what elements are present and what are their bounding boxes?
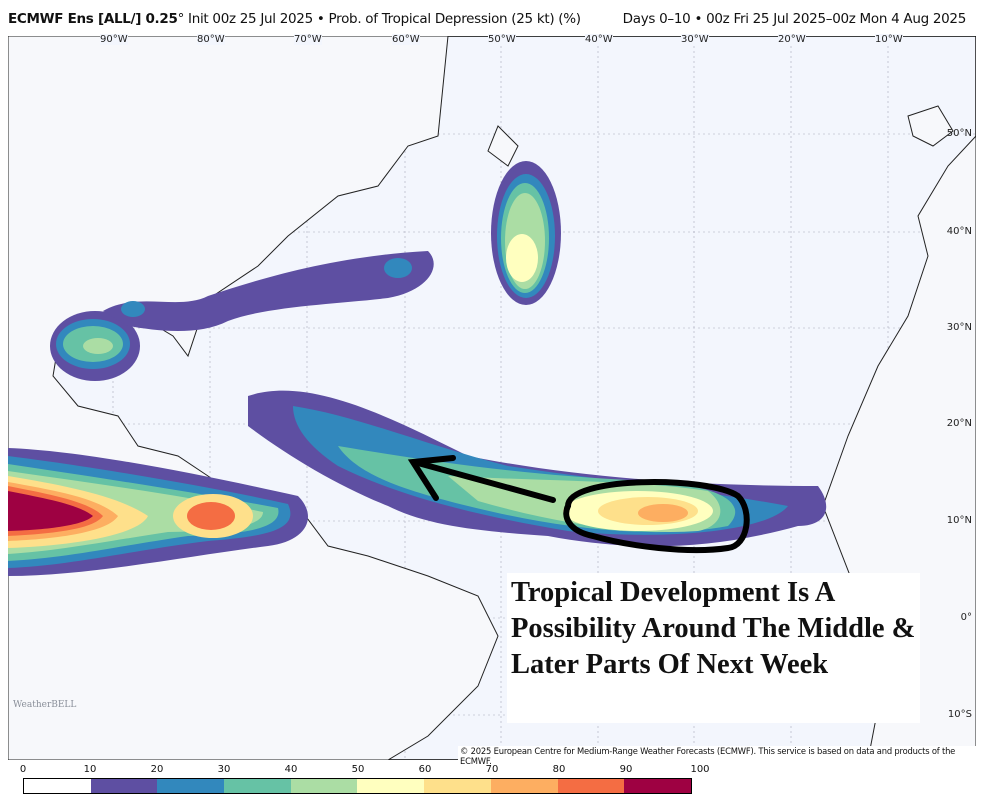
copyright: © 2025 European Centre for Medium-Range … [458,746,984,766]
colorbar-tick: 0 [19,764,27,775]
circled-area [563,479,750,554]
colorbar-bin [290,779,358,793]
colorbar-bin [24,779,91,793]
lat-label: 10°S [947,709,972,720]
colorbar [23,778,692,794]
shade-north-atlantic [491,161,561,305]
arrow-shaft [415,460,556,503]
map-title: ECMWF Ens [ALL/] 0.25° Init 00z 25 Jul 2… [8,11,581,27]
colorbar-tick: 70 [485,764,499,775]
lon-label: 40°W [585,34,613,45]
arrow-head [407,455,456,501]
colorbar-bin [157,779,225,793]
annotation-text: Tropical Development Is A Possibility Ar… [507,573,920,723]
lon-label: 10°W [875,34,903,45]
colorbar-tick: 80 [552,764,566,775]
lat-label: 50°N [946,128,972,139]
colorbar-bin [624,779,691,793]
shade-gulf [50,311,140,381]
colorbar-bin [424,779,491,793]
colorbar-bin [490,779,558,793]
lat-label: 10°N [946,515,972,526]
lon-label: 60°W [392,34,420,45]
colorbar-tick: 20 [150,764,164,775]
colorbar-tick: 40 [284,764,298,775]
lat-label: 20°N [946,418,972,429]
lon-label: 20°W [778,34,806,45]
colorbar-tick: 10 [83,764,97,775]
colorbar-tick: 30 [217,764,231,775]
lon-label: 70°W [294,34,322,45]
weatherbell-logo: WeatherBELL [13,700,77,710]
shade-caribbean-pacific [8,448,308,576]
colorbar-bin [557,779,625,793]
lat-label: 30°N [946,322,972,333]
colorbar-tick: 60 [418,764,432,775]
lon-label: 80°W [197,34,225,45]
colorbar-bin [90,779,158,793]
lon-label: 90°W [100,34,128,45]
colorbar-tick: 50 [351,764,365,775]
valid-period: Days 0–10 • 00z Fri 25 Jul 2025–00z Mon … [622,11,967,27]
lon-label: 50°W [488,34,516,45]
lat-label: 0° [960,612,972,623]
lat-label: 40°N [946,226,972,237]
shade-us-coast [103,251,434,331]
colorbar-tick: 90 [619,764,633,775]
annotation-drawing [407,455,750,554]
lon-label: 30°W [681,34,709,45]
colorbar-bin [224,779,291,793]
colorbar-bin [357,779,425,793]
colorbar-tick: 100 [690,764,710,775]
